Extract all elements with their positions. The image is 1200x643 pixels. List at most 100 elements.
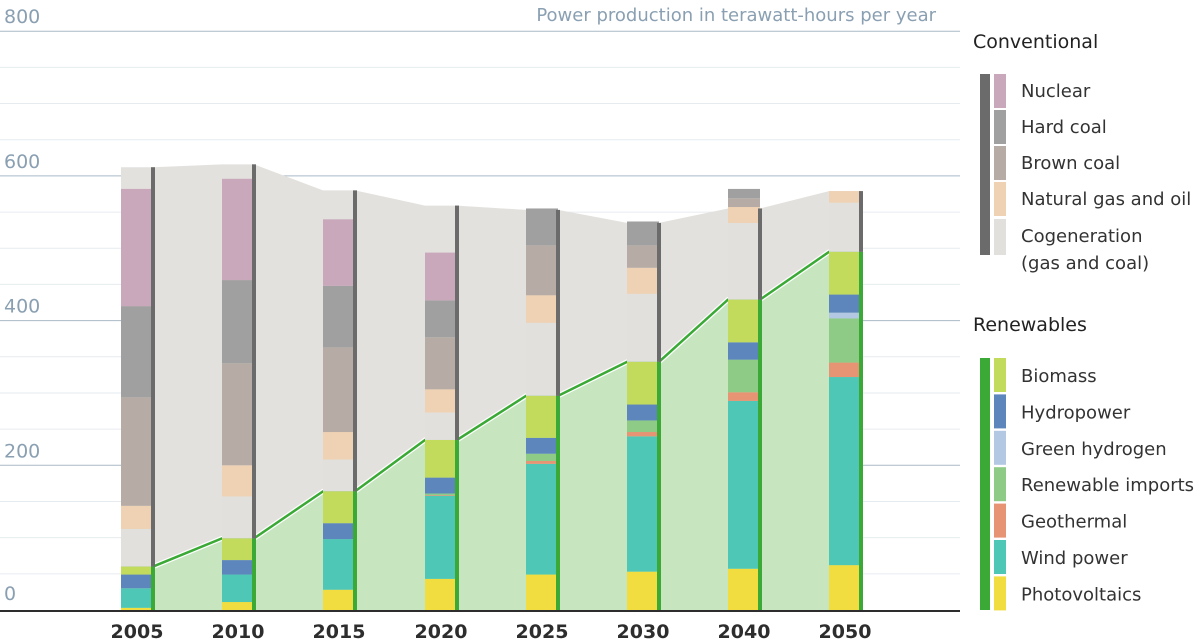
bar-segment [121,574,153,589]
axes: 0 200 400 600 800 Power production in terawat… [0,5,960,643]
x-tick-label: 2015 [313,621,366,643]
legend-label: Renewable imports [1021,475,1194,496]
bar-segment [222,465,254,497]
y-tick-label: 0 [4,583,16,605]
bar-segment [526,437,558,454]
legend-title-renewables: Renewables [973,314,1087,336]
bar-segment [121,607,153,610]
bar-segment [728,198,760,208]
bar-segment [121,588,153,608]
bar-segment [323,491,355,524]
bar-segment [323,539,355,590]
bar-segment [222,538,254,561]
bar-segment [121,306,153,398]
bar-segment [627,420,659,433]
legend-bar-renewables [980,358,990,610]
bar-segment [222,178,254,281]
legend-label: Cogeneration (gas and coal) [1021,226,1149,274]
bar-segment [728,568,760,610]
y-tick-label: 800 [4,6,40,28]
bar-segment [627,245,659,268]
bar-segment [121,188,153,307]
bar-segment [222,496,254,539]
bar-segment [121,566,153,575]
bar-segment [323,347,355,433]
legend-swatch [994,540,1006,574]
x-tick-label: 2010 [212,621,265,643]
bar-segment [829,565,861,610]
bar-segment [222,574,254,603]
bar-segment [526,460,558,464]
legend-label: Hydropower [1021,402,1131,423]
legend-swatch [994,394,1006,429]
x-tick-label: 2020 [415,621,468,643]
bar-segment [222,560,254,575]
bar-segment [728,188,760,199]
bar-segment [323,219,355,286]
legend-label: Hard coal [1021,117,1107,138]
bar-segment [829,318,861,363]
bar-segment [323,285,355,348]
bar-segment [121,528,153,567]
bar-segment [627,221,659,246]
legend-title-conventional: Conventional [973,31,1098,53]
bar-segment [323,589,355,610]
bar-segment [425,493,457,495]
bar-segment [425,412,457,440]
legend-label: Wind power [1021,548,1128,569]
renewables-cap [657,361,661,610]
renewables-cap [859,251,863,610]
bar-segment [526,245,558,296]
x-tick-label: 2040 [718,621,771,643]
bar-segment [425,300,457,338]
bar-segment [323,459,355,492]
bar-segment [627,571,659,610]
bar-segment [728,222,760,300]
bar-segment [829,251,861,295]
bar-segment [829,312,861,319]
conventional-cap [758,208,762,300]
bar-segment [526,295,558,323]
conventional-cap [151,167,155,567]
legend-swatch [994,467,1006,502]
bar-segment [728,299,760,343]
renewables-cap [151,566,155,610]
legend-label: Brown coal [1021,153,1120,174]
bar-segment [728,342,760,360]
x-tick-label: 2050 [819,621,872,643]
legend-swatch [994,146,1006,180]
renewables-cap [556,395,560,610]
conventional-cap [859,191,863,252]
bar-segment [323,523,355,540]
legend-swatch [994,576,1006,611]
stacked-bars [121,164,863,610]
conventional-cap [455,205,459,440]
renewables-band [121,251,861,610]
bar-segment [425,578,457,610]
renewables-cap [758,299,762,610]
renewables-cap [353,491,357,610]
bar-segment [425,389,457,413]
bar-segment [425,337,457,390]
conventional-cap [353,190,357,492]
bar-segment [728,400,760,569]
bar-segment [121,505,153,529]
x-tick-label: 2005 [111,621,164,643]
y-tick-label: 200 [4,440,40,462]
bar-segment [222,363,254,466]
y-axis-label: Power production in terawatt-hours per y… [536,5,936,26]
bar-segment [627,361,659,405]
bar-segment [526,463,558,575]
bar-segment [425,252,457,301]
bar-segment [526,208,558,246]
bar-segment [323,432,355,460]
x-tick-label: 2025 [516,621,569,643]
legend-swatch [994,219,1006,255]
conventional-band [121,164,861,567]
bar-segment [728,359,760,393]
legend-swatch [994,182,1006,216]
bar-segment [627,267,659,294]
bar-segment [829,362,861,378]
renewables-cap [252,538,256,610]
